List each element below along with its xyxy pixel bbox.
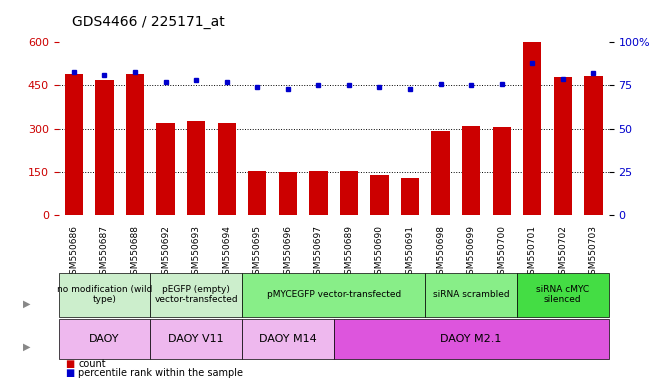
Bar <box>340 171 358 215</box>
Bar <box>584 76 603 215</box>
Bar <box>126 74 144 215</box>
Text: ■: ■ <box>65 359 74 369</box>
Text: GDS4466 / 225171_at: GDS4466 / 225171_at <box>72 15 225 29</box>
Text: ▶: ▶ <box>23 298 31 309</box>
Text: DAOY V11: DAOY V11 <box>169 334 224 344</box>
Bar <box>217 123 236 215</box>
Bar <box>553 77 572 215</box>
Text: ▶: ▶ <box>23 342 31 352</box>
Bar <box>370 175 389 215</box>
Text: siRNA scrambled: siRNA scrambled <box>433 290 510 299</box>
Text: DAOY M2.1: DAOY M2.1 <box>441 334 502 344</box>
Text: protocol: protocol <box>0 283 1 293</box>
Bar <box>309 171 327 215</box>
Bar <box>156 123 174 215</box>
Text: no modification (wild
type): no modification (wild type) <box>57 285 152 305</box>
Text: cell line: cell line <box>0 328 1 338</box>
Text: pEGFP (empty)
vector-transfected: pEGFP (empty) vector-transfected <box>154 285 238 305</box>
Text: siRNA cMYC
silenced: siRNA cMYC silenced <box>536 285 589 305</box>
Bar <box>462 126 480 215</box>
Text: pMYCEGFP vector-transfected: pMYCEGFP vector-transfected <box>266 290 401 299</box>
Text: DAOY: DAOY <box>89 334 120 344</box>
Text: percentile rank within the sample: percentile rank within the sample <box>78 368 243 378</box>
Text: DAOY M14: DAOY M14 <box>259 334 316 344</box>
Bar <box>493 127 511 215</box>
Bar <box>432 131 450 215</box>
Bar <box>401 177 419 215</box>
Text: count: count <box>78 359 105 369</box>
Bar <box>187 121 205 215</box>
Bar <box>248 171 266 215</box>
Bar <box>279 172 297 215</box>
Bar <box>95 80 114 215</box>
Bar <box>64 74 83 215</box>
Text: ■: ■ <box>65 368 74 378</box>
Bar <box>523 42 542 215</box>
